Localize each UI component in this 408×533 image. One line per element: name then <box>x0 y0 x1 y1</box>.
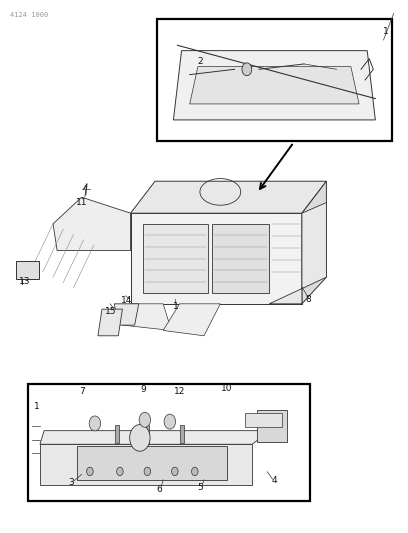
Text: 1: 1 <box>173 302 178 311</box>
Bar <box>78 446 227 481</box>
Bar <box>180 425 184 443</box>
Text: 9: 9 <box>140 385 146 393</box>
Bar <box>16 261 39 279</box>
Circle shape <box>117 467 123 475</box>
Polygon shape <box>163 304 220 336</box>
Polygon shape <box>269 203 326 304</box>
Circle shape <box>86 467 93 475</box>
Text: 8: 8 <box>305 295 311 304</box>
Circle shape <box>130 425 150 451</box>
Text: 1: 1 <box>383 28 388 36</box>
Text: 6: 6 <box>156 485 162 494</box>
Polygon shape <box>173 51 375 120</box>
Bar <box>28 384 310 501</box>
Text: 11: 11 <box>76 198 87 207</box>
Text: 4: 4 <box>271 477 277 485</box>
Bar <box>257 410 287 441</box>
Circle shape <box>139 413 151 427</box>
Text: 4124 1000: 4124 1000 <box>10 12 49 18</box>
Text: 10: 10 <box>221 384 232 392</box>
Circle shape <box>144 467 151 475</box>
Polygon shape <box>114 304 139 325</box>
Circle shape <box>171 467 178 475</box>
Circle shape <box>191 467 198 475</box>
Bar <box>212 224 269 293</box>
Text: 5: 5 <box>197 483 203 492</box>
Text: 15: 15 <box>105 308 117 316</box>
Bar <box>115 425 119 443</box>
Polygon shape <box>98 309 122 336</box>
Text: 2: 2 <box>197 57 203 66</box>
Bar <box>143 224 208 293</box>
Polygon shape <box>302 181 326 304</box>
Polygon shape <box>131 181 326 213</box>
Bar <box>157 19 392 141</box>
Polygon shape <box>122 304 171 330</box>
Polygon shape <box>53 197 131 251</box>
Text: 1: 1 <box>34 402 40 410</box>
Text: 7: 7 <box>79 387 84 396</box>
Bar <box>145 425 149 443</box>
Bar <box>40 444 252 485</box>
Bar <box>245 413 282 427</box>
Circle shape <box>242 63 252 76</box>
Circle shape <box>89 416 101 431</box>
Text: 14: 14 <box>121 296 132 305</box>
Text: 12: 12 <box>174 387 185 396</box>
Polygon shape <box>190 67 359 104</box>
Polygon shape <box>131 213 302 304</box>
Polygon shape <box>40 431 270 444</box>
Text: 3: 3 <box>69 478 74 487</box>
Text: 13: 13 <box>19 277 30 286</box>
Circle shape <box>164 414 175 429</box>
